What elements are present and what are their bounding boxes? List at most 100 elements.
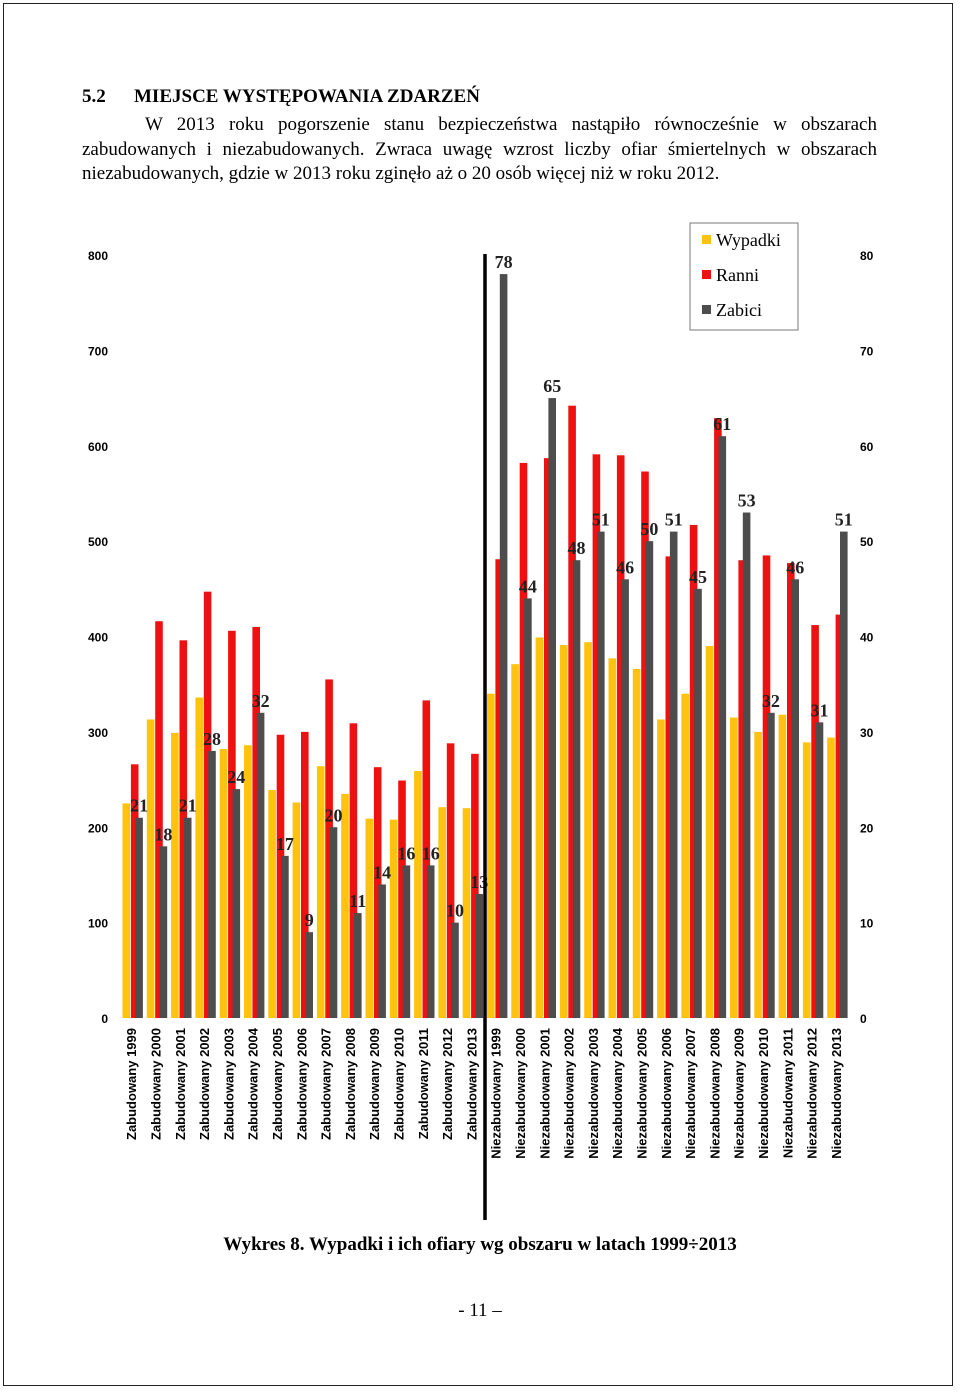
bar-zabici [183,817,192,1018]
bar-zabici [597,531,605,1018]
data-label-zabici: 28 [203,729,221,749]
x-tick-label: Zabudowany 2008 [343,1028,358,1140]
bar-zabici [767,712,775,1018]
bar-ranni [446,743,455,1018]
y-tick-right: 70 [860,344,874,358]
bar-zabici [840,531,848,1018]
x-tick-label: Niezabudowany 2008 [707,1028,722,1159]
data-label-zabici: 17 [276,834,294,854]
bar-ranni [252,626,260,1018]
bar-zabici [305,932,313,1018]
legend-swatch [702,305,711,314]
x-tick-label: Niezabudowany 2013 [829,1028,844,1159]
data-label-zabici: 65 [543,376,561,396]
bar-zabici [281,855,289,1018]
bar-wypadki [438,807,446,1018]
bar-wypadki [778,714,787,1018]
bar-wypadki [827,737,835,1018]
bar-wypadki [802,742,811,1018]
x-tick-label: Zabudowany 2009 [367,1028,382,1140]
bar-zabici [621,579,629,1018]
bar-wypadki [487,693,495,1018]
bar-zabici [815,722,824,1018]
data-label-zabici: 53 [738,491,756,511]
data-label-zabici: 11 [349,891,366,911]
x-tick-label: Niezabudowany 2010 [756,1028,771,1159]
chart-caption: Wykres 8. Wypadki i ich ofiary wg obszar… [223,1234,737,1255]
x-tick-label: Niezabudowany 2004 [610,1027,625,1159]
y-tick-right: 0 [860,1012,867,1026]
x-tick-label: Zabudowany 2011 [416,1028,431,1139]
bar-wypadki [462,808,471,1018]
bar-ranni [471,753,479,1018]
bar-ranni [155,621,163,1018]
bar-ranni [373,767,382,1018]
bar-wypadki [414,770,422,1018]
section-number: 5.2 [82,86,106,107]
data-label-zabici: 16 [397,843,415,863]
bar-ranni [325,679,333,1018]
bar-wypadki [122,803,131,1018]
bar-zabici [791,579,799,1018]
bar-ranni [495,559,503,1018]
data-label-zabici: 50 [640,519,658,539]
data-label-zabici: 46 [786,557,804,577]
bar-zabici [402,865,411,1018]
data-label-zabici: 51 [665,510,683,530]
bar-ranni [203,591,212,1018]
x-tick-label: Niezabudowany 2012 [805,1028,820,1159]
bar-zabici [135,817,143,1018]
legend-swatch [702,270,711,279]
bar-wypadki [316,766,325,1018]
bar-wypadki [292,802,301,1018]
bar-ranni [738,560,746,1018]
bar-wypadki [754,731,762,1018]
data-label-zabici: 46 [616,557,634,577]
bar-zabici [524,598,532,1018]
bar-ranni [592,454,601,1018]
y-tick-right: 40 [860,631,874,645]
y-tick-left: 600 [88,440,108,454]
x-tick-label: Niezabudowany 2000 [513,1028,528,1159]
bar-ranni [811,625,819,1018]
data-label-zabici: 51 [592,510,610,530]
x-tick-label: Zabudowany 2012 [440,1028,455,1140]
data-label-zabici: 9 [305,910,314,930]
bar-zabici [159,846,168,1018]
data-label-zabici: 16 [422,843,440,863]
y-tick-left: 700 [88,344,108,358]
y-tick-left: 100 [88,917,108,931]
data-label-zabici: 10 [446,901,464,921]
bar-ranni [835,614,844,1018]
page-number: - 11 – [458,1300,502,1321]
bar-ranni [714,418,722,1018]
data-label-zabici: 32 [252,691,270,711]
bar-chart: 0 100 200 300 400 500 600 700 800 0 10 20 30 40 50 60 70… [88,222,874,1220]
intro-paragraph-text: W 2013 roku pogorszenie stanu bezpieczeń… [82,114,877,184]
x-tick-label: Zabudowany 2002 [197,1028,212,1140]
data-label-zabici: 78 [495,252,513,272]
x-tick-label: Niezabudowany 2006 [659,1028,674,1159]
x-tick-label: Niezabudowany 2002 [562,1028,577,1159]
bar-zabici [694,588,702,1018]
bar-zabici [232,789,241,1018]
bar-ranni [422,700,431,1018]
bar-zabici [499,274,508,1018]
legend-label: Zabici [716,300,762,320]
bar-zabici [354,913,362,1018]
data-label-zabici: 18 [154,824,172,844]
y-tick-right: 50 [860,535,874,549]
data-label-zabici: 48 [568,538,586,558]
y-tick-left: 300 [88,726,108,740]
data-label-zabici: 24 [227,767,245,787]
x-tick-label: Zabudowany 2007 [319,1028,334,1140]
legend-swatch [702,235,711,244]
bar-ranni [544,458,552,1018]
intro-paragraph: W 2013 roku pogorszenie stanu bezpieczeń… [82,113,877,187]
bar-ranni [641,471,649,1019]
bar-ranni [349,723,358,1018]
legend-label: Ranni [716,265,759,285]
bar-zabici [742,512,751,1018]
x-tick-label: Niezabudowany 2007 [683,1028,698,1159]
section-heading: 5.2 MIEJSCE WYSTĘPOWANIA ZDARZEŃ [82,86,480,108]
